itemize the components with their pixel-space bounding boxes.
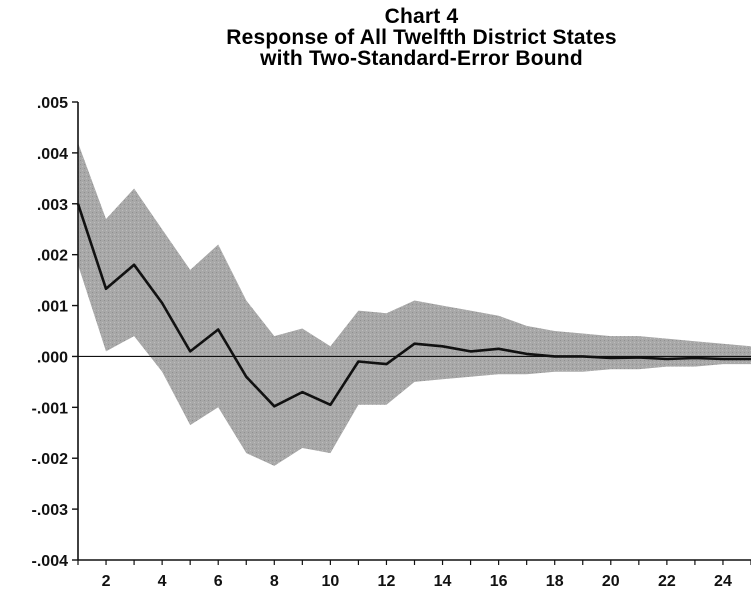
response-series-line — [76, 203, 751, 408]
x-tick-label: 10 — [321, 573, 339, 590]
x-tick-label: 6 — [214, 573, 223, 590]
x-tick-label: 20 — [602, 573, 620, 590]
chart-title-block: Chart 4 Response of All Twelfth District… — [0, 6, 751, 69]
x-tick-label: 24 — [714, 573, 732, 590]
chart-subtitle-line-1: Response of All Twelfth District States — [226, 26, 617, 49]
y-tick-label: .004 — [37, 146, 68, 163]
y-tick-label: -.003 — [32, 502, 69, 519]
x-tick-label: 8 — [270, 573, 279, 590]
confidence-band — [78, 142, 751, 466]
x-tick-label: 12 — [378, 573, 396, 590]
y-tick-label: .005 — [37, 95, 68, 112]
chart-subtitle-line-2: with Two-Standard-Error Bound — [260, 47, 583, 70]
y-tick-label: -.004 — [32, 553, 69, 570]
x-tick-label: 2 — [102, 573, 111, 590]
y-tick-label: .002 — [37, 248, 68, 265]
x-tick-label: 4 — [158, 573, 167, 590]
y-tick-label: -.002 — [32, 451, 69, 468]
x-tick-label: 22 — [658, 573, 676, 590]
x-tick-label: 16 — [490, 573, 508, 590]
y-tick-label: .003 — [37, 197, 68, 214]
y-tick-label: -.001 — [32, 400, 69, 417]
chart-title: Chart 4 — [384, 5, 459, 28]
x-tick-label: 18 — [546, 573, 564, 590]
y-tick-label: .001 — [37, 299, 68, 316]
y-tick-label: .000 — [37, 349, 68, 366]
x-tick-label: 14 — [434, 573, 452, 590]
